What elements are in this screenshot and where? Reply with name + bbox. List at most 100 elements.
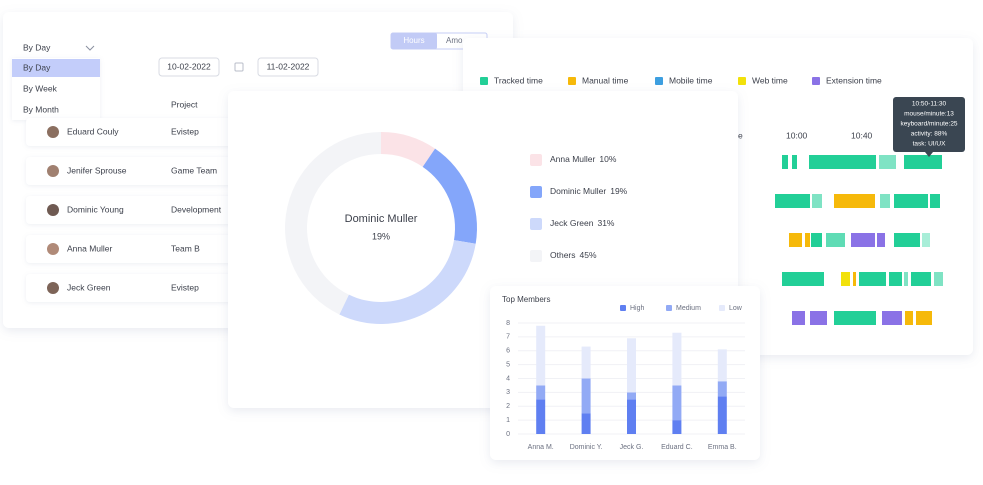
bar-card: Top Members High Medium Low 0 1 2 3 4 5 6 7 8 Anna M.… (490, 286, 760, 460)
legend-label: Anna Muller 10% (550, 154, 617, 164)
avatar (47, 126, 59, 138)
tooltip-line: 10:50-11:30 (912, 101, 947, 108)
legend-swatch (719, 305, 725, 311)
bar-segment (717, 381, 727, 397)
x-tick-label: Anna M. (528, 444, 554, 451)
bar-segment (717, 349, 727, 382)
table-row (26, 196, 286, 224)
bar-segment (581, 378, 591, 414)
project-name: Evistep (171, 126, 199, 136)
avatar (47, 165, 59, 177)
legend-swatch (812, 77, 820, 85)
selected-option-bg (12, 59, 100, 77)
member-name: Jeck Green (67, 282, 111, 292)
tooltip-line: task: UI/UX (913, 141, 947, 148)
x-tick-label: Emma B. (708, 444, 737, 451)
legend-name: Jeck Green (550, 218, 594, 228)
card (490, 286, 760, 460)
donut-segment (284, 132, 381, 315)
member-name: Anna Muller (67, 243, 113, 253)
date-to: 11-02-2022 (267, 61, 310, 71)
time-label: 10:40 (851, 130, 873, 140)
tooltip-line: keyboard/minute:25 (900, 121, 957, 128)
legend-label: Tracked time (494, 75, 543, 85)
bar-segment (672, 385, 682, 421)
period-option[interactable]: By Month (23, 104, 59, 114)
bar-segment (581, 346, 591, 379)
y-tick-label: 1 (506, 417, 510, 424)
period-option[interactable]: By Day (23, 62, 51, 72)
project-name: Development (171, 204, 222, 214)
bar-segment (536, 385, 546, 400)
bar-segment (627, 392, 636, 400)
legend-label: Manual time (582, 75, 629, 85)
calendar-icon (234, 62, 244, 72)
legend-name: Anna Muller (550, 154, 596, 164)
legend-swatch (530, 250, 542, 262)
table-row (26, 118, 286, 146)
column-header: Project (171, 99, 198, 109)
donut-segment (381, 132, 436, 167)
chart-title: Top Members (502, 295, 550, 304)
member-name: Jenifer Sprouse (67, 165, 127, 175)
tooltip-arrow (925, 152, 933, 157)
project-name: Game Team (171, 165, 217, 175)
x-tick-label: Eduard C. (661, 444, 693, 451)
y-tick-label: 8 (506, 320, 510, 327)
table-row (26, 235, 286, 263)
legend-label: Low (729, 305, 743, 312)
center-value: 19% (372, 231, 390, 241)
legend-label: Others 45% (550, 250, 597, 260)
member-name: Eduard Couly (67, 126, 119, 136)
member-name: Dominic Young (67, 204, 124, 214)
date-input[interactable] (257, 57, 319, 77)
y-tick-label: 4 (506, 375, 510, 382)
tooltip: 10:50-11:30 mouse/minute:13 keyboard/minut… (893, 97, 965, 157)
legend-name: Dominic Muller (550, 186, 606, 196)
bar-segment (717, 396, 727, 434)
legend-value: 19% (610, 186, 627, 196)
table-row (26, 274, 286, 302)
legend-value: 31% (597, 218, 614, 228)
project-name: Evistep (171, 282, 199, 292)
y-tick-label: 5 (506, 361, 510, 368)
legend-label: Extension time (826, 75, 882, 85)
bar-segment (581, 413, 591, 434)
tooltip-line: activity: 88% (911, 131, 948, 138)
legend-value: 10% (599, 154, 616, 164)
y-tick-label: 2 (506, 403, 510, 410)
bar-segment (672, 332, 682, 386)
y-tick-label: 7 (506, 334, 510, 341)
legend-swatch (655, 77, 663, 85)
period-select[interactable]: By Day (23, 42, 51, 52)
tooltip-line: mouse/minute:13 (904, 111, 954, 118)
legend-swatch (530, 186, 542, 198)
legend-label: Medium (676, 305, 701, 312)
legend-label: Dominic Muller 19% (550, 186, 628, 196)
legend-swatch (480, 77, 488, 85)
date-input[interactable] (158, 57, 220, 77)
time-label: 10:00 (786, 130, 808, 140)
legend-label: Jeck Green 31% (550, 218, 615, 228)
bar-segment (672, 420, 682, 434)
legend-value: 45% (580, 250, 597, 260)
unit-option: Amo (446, 36, 463, 45)
legend-swatch (530, 154, 542, 166)
date-from: 10-02-2022 (167, 61, 211, 71)
bar-segment (536, 399, 546, 434)
avatar (47, 243, 59, 255)
unit-option: Hours (403, 36, 424, 45)
unit-selected (391, 33, 437, 49)
x-tick-label: Jeck G. (620, 444, 644, 451)
legend-name: Others (550, 250, 576, 260)
y-tick-label: 6 (506, 348, 510, 355)
donut-segment (339, 240, 476, 325)
legend-swatch (666, 305, 672, 311)
bar-segment (536, 325, 546, 386)
period-option[interactable]: By Week (23, 83, 58, 93)
y-tick-label: 3 (506, 389, 510, 396)
table-row (26, 157, 286, 185)
legend-swatch (530, 218, 542, 230)
legend-label: Mobile time (669, 75, 713, 85)
